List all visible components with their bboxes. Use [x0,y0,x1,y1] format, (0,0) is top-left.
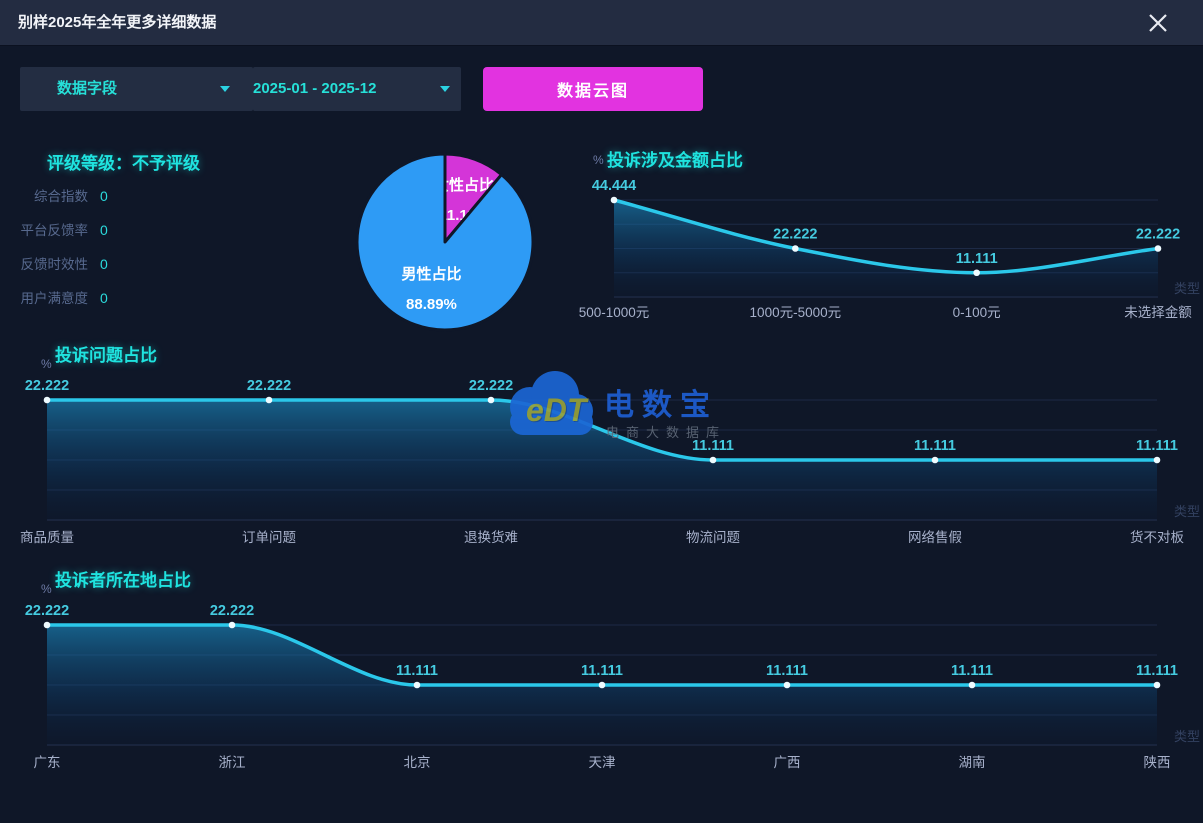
stat-value: 0 [100,188,108,204]
category-label: 湖南 [959,755,986,770]
data-point [973,269,980,277]
rating-title: 评级等级：不予评级 [47,154,200,173]
pie-slice-label: 女性占比 [434,176,494,194]
category-label: 陕西 [1144,755,1171,770]
stat-row: 综合指数 0 [18,187,108,205]
date-range-select[interactable]: 2025-01 - 2025-12 [253,67,461,111]
data-label: 44.444 [592,178,636,194]
data-label: 22.222 [773,227,817,243]
data-cloud-button[interactable]: 数据云图 [483,67,703,111]
modal-title: 别样2025年全年更多详细数据 [18,14,217,31]
data-label: 22.222 [25,378,69,394]
data-label: 11.111 [766,663,808,679]
data-point [709,456,717,464]
data-point [931,456,939,464]
stat-row: 反馈时效性 0 [18,255,108,273]
data-label: 11.111 [1136,438,1178,454]
pie-slice-label: 男性占比 [401,265,461,283]
location-chart-title: 投诉者所在地占比 [55,571,191,590]
chevron-down-icon [220,86,230,92]
data-label: 22.222 [210,603,254,619]
stat-value: 0 [100,290,108,306]
location-trend-chart: 22.222 广东 22.222 浙江 11.111 北京 11.111 天津 11.111 广西… [25,603,1200,770]
data-point [1153,681,1161,689]
data-point [43,621,51,629]
pie-slice [355,152,535,332]
category-label: 网络售假 [908,530,962,545]
x-axis-name: 类型 [1174,729,1200,744]
category-label: 订单问题 [242,530,296,545]
data-point [228,621,236,629]
data-label: 11.111 [396,663,438,679]
problem-trend-chart: 22.222 商品质量 22.222 订单问题 22.222 退换货难 11.111 物流问题… [20,378,1200,545]
category-label: 500-1000元 [579,305,650,320]
data-label: 11.111 [914,438,956,454]
trend-line [45,398,1159,462]
x-axis-name: 类型 [1174,281,1200,296]
category-label: 广西 [774,755,801,770]
amount-chart-title: 投诉涉及金额占比 [607,151,743,170]
problem-chart-title: 投诉问题占比 [55,346,157,365]
data-label: 22.222 [247,378,291,394]
date-range-value: 2025-01 - 2025-12 [253,80,377,97]
data-label: 22.222 [25,603,69,619]
category-label: 1000元-5000元 [750,305,842,320]
category-label: 未选择金额 [1124,305,1192,320]
data-point [413,681,421,689]
category-label: 浙江 [219,755,246,770]
category-label: 货不对板 [1130,529,1184,545]
area-fill [614,200,1158,297]
data-label: 22.222 [1136,227,1180,243]
stat-label: 用户满意度 [20,291,89,306]
category-label: 0-100元 [953,305,1001,320]
data-label: 11.111 [692,438,734,454]
stat-label: 综合指数 [34,189,88,204]
data-point [792,245,799,252]
stat-row: 平台反馈率 0 [18,221,108,239]
category-label: 广东 [34,755,61,770]
close-icon [1149,14,1167,32]
amount-trend-chart: 44.444 500-1000元 22.222 1000元-5000元 11.111 0-… [579,178,1200,320]
category-label: 北京 [404,755,431,770]
data-point [783,681,791,689]
data-label: 11.111 [956,251,998,267]
stat-row: 用户满意度 0 [18,289,108,307]
data-field-select[interactable]: 数据字段 [20,67,253,111]
stat-label: 反馈时效性 [20,257,89,272]
y-axis-unit: % [41,582,52,596]
data-point [968,681,976,689]
data-label: 11.111 [951,663,993,679]
modal-header: 别样2025年全年更多详细数据 [0,0,1203,46]
data-point [43,396,51,404]
trend-line [612,198,1160,275]
category-label: 退换货难 [464,529,518,545]
data-point [265,396,273,404]
data-point [1154,245,1162,252]
chevron-down-icon [440,86,450,92]
stat-value: 0 [100,256,108,272]
y-axis-unit: % [593,153,604,167]
category-label: 天津 [589,755,616,770]
area-fill [47,400,1157,520]
x-axis-name: 类型 [1174,504,1200,519]
data-label: 11.111 [581,663,623,679]
category-label: 商品质量 [20,530,74,545]
data-point [487,396,495,404]
data-field-select-label: 数据字段 [57,80,118,97]
data-point [598,681,606,689]
category-label: 物流问题 [686,530,740,545]
data-point [610,196,618,204]
data-point [1153,456,1161,464]
pie-slice-value: 88.89% [406,296,457,313]
data-label: 11.111 [1136,663,1178,679]
close-button[interactable] [1140,5,1176,41]
stat-value: 0 [100,222,108,238]
stat-label: 平台反馈率 [20,223,89,238]
data-label: 22.222 [469,378,513,394]
y-axis-unit: % [41,357,52,371]
